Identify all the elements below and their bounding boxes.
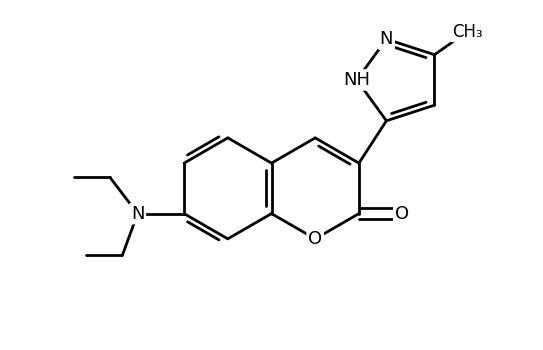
Text: NH: NH [343,71,370,89]
Text: N: N [380,30,393,48]
Text: CH₃: CH₃ [452,22,483,41]
Text: O: O [395,205,409,223]
Text: N: N [131,205,144,223]
Text: O: O [308,230,323,248]
